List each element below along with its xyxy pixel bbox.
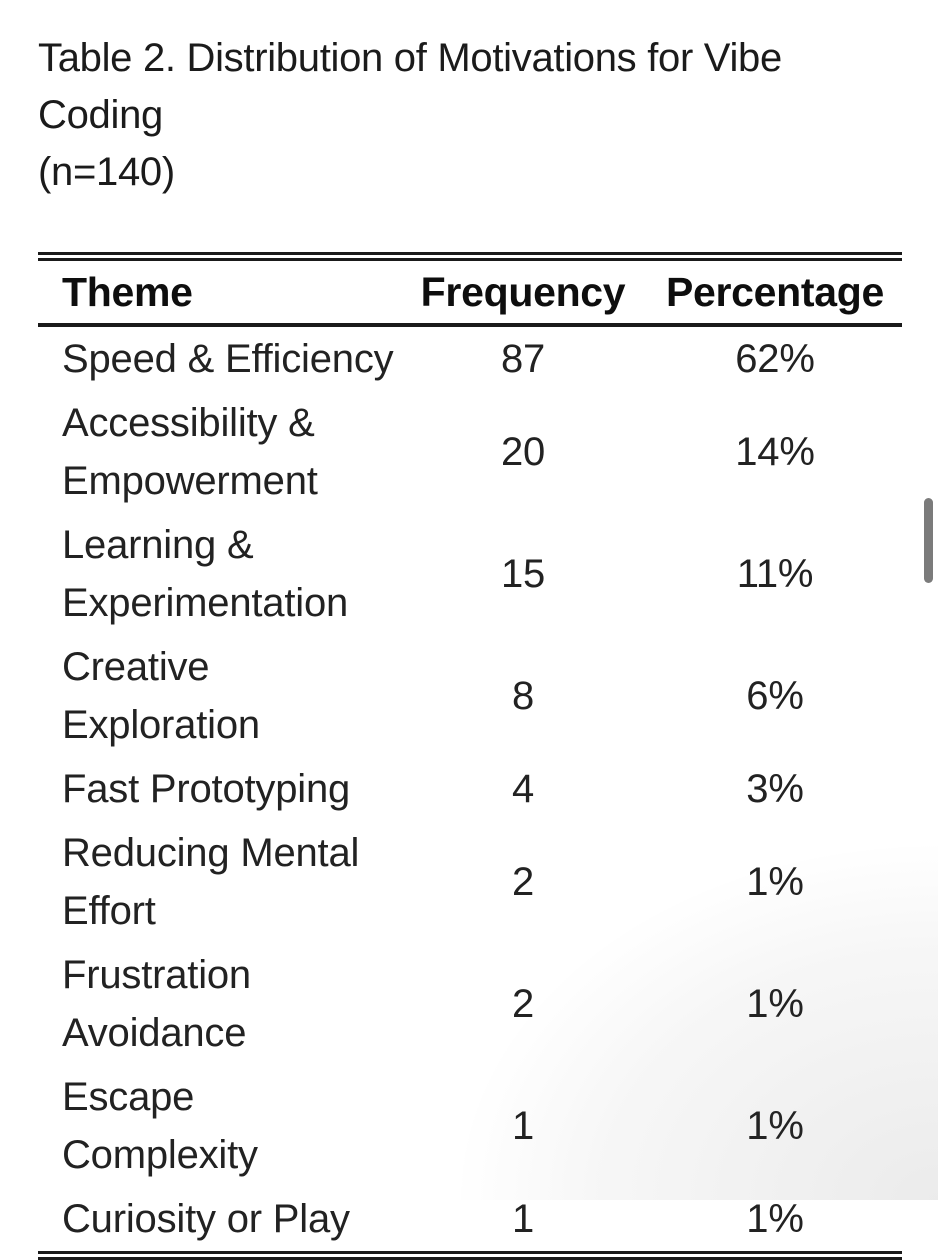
theme-line: Frustration	[62, 953, 251, 997]
column-header-percentage: Percentage	[648, 256, 902, 327]
table-row: Curiosity or Play 1 1%	[38, 1187, 902, 1256]
frequency-cell: 2	[511, 860, 535, 904]
percentage-cell: 62%	[735, 337, 815, 381]
caption-line-1: Table 2. Distribution of Motivations for…	[38, 36, 782, 137]
percentage-cell: 1%	[746, 860, 804, 904]
motivations-table: Theme Frequency Percentage Speed & Effic…	[38, 252, 902, 1260]
frequency-cell: 1	[511, 1197, 535, 1241]
theme-cell: Frustration Avoidance	[38, 943, 398, 1065]
theme-line: Creative	[62, 645, 210, 689]
header-row: Theme Frequency Percentage	[38, 256, 902, 327]
percentage-cell: 1%	[746, 1104, 804, 1148]
percentage-cell: 1%	[746, 1197, 804, 1241]
percentage-cell: 1%	[746, 982, 804, 1026]
column-header-theme: Theme	[38, 256, 398, 327]
theme-line: Experimentation	[62, 581, 349, 625]
percentage-cell: 11%	[736, 552, 814, 596]
theme-cell: Creative Exploration	[38, 635, 398, 757]
theme-line: Exploration	[62, 703, 260, 747]
theme-line: Escape Complexity	[62, 1075, 258, 1177]
table-caption: Table 2. Distribution of Motivations for…	[38, 30, 904, 201]
theme-line: Speed & Efficiency	[62, 337, 394, 381]
frequency-cell: 2	[511, 982, 535, 1026]
table-row: Learning & Experimentation 15 11%	[38, 513, 902, 635]
frequency-cell: 87	[500, 337, 546, 381]
frequency-cell: 20	[500, 430, 546, 474]
theme-line: Effort	[62, 889, 156, 933]
table-row: Escape Complexity 1 1%	[38, 1065, 902, 1187]
column-header-frequency: Frequency	[398, 256, 648, 327]
theme-cell: Learning & Experimentation	[38, 513, 398, 635]
theme-cell: Fast Prototyping	[38, 757, 398, 821]
theme-line: Accessibility &	[62, 401, 315, 445]
frequency-cell: 15	[500, 552, 546, 596]
theme-cell: Speed & Efficiency	[38, 325, 398, 391]
table-row: Accessibility & Empowerment 20 14%	[38, 391, 902, 513]
page-content: Table 2. Distribution of Motivations for…	[38, 0, 904, 1260]
frequency-cell: 1	[511, 1104, 535, 1148]
theme-line: Avoidance	[62, 1011, 247, 1055]
theme-line: Empowerment	[62, 459, 318, 503]
theme-line: Fast Prototyping	[62, 767, 351, 811]
scrollbar-thumb[interactable]	[924, 498, 933, 583]
theme-cell: Accessibility & Empowerment	[38, 391, 398, 513]
percentage-cell: 14%	[735, 430, 815, 474]
theme-cell: Reducing Mental Effort	[38, 821, 398, 943]
theme-line: Reducing Mental	[62, 831, 360, 875]
table-row: Frustration Avoidance 2 1%	[38, 943, 902, 1065]
theme-cell: Escape Complexity	[38, 1065, 398, 1187]
theme-line: Learning &	[62, 523, 254, 567]
table-row: Reducing Mental Effort 2 1%	[38, 821, 902, 943]
theme-cell: Curiosity or Play	[38, 1187, 398, 1256]
table-row: Fast Prototyping 4 3%	[38, 757, 902, 821]
percentage-cell: 6%	[746, 674, 804, 718]
theme-line: Curiosity or Play	[62, 1197, 350, 1241]
frequency-cell: 8	[511, 674, 535, 718]
page: { "page": { "background_color": "#ffffff…	[38, 36, 938, 1260]
table-row: Creative Exploration 8 6%	[38, 635, 902, 757]
table-row: Speed & Efficiency 87 62%	[38, 325, 902, 391]
percentage-cell: 3%	[746, 767, 804, 811]
caption-line-2: (n=140)	[38, 150, 175, 194]
frequency-cell: 4	[511, 767, 535, 811]
